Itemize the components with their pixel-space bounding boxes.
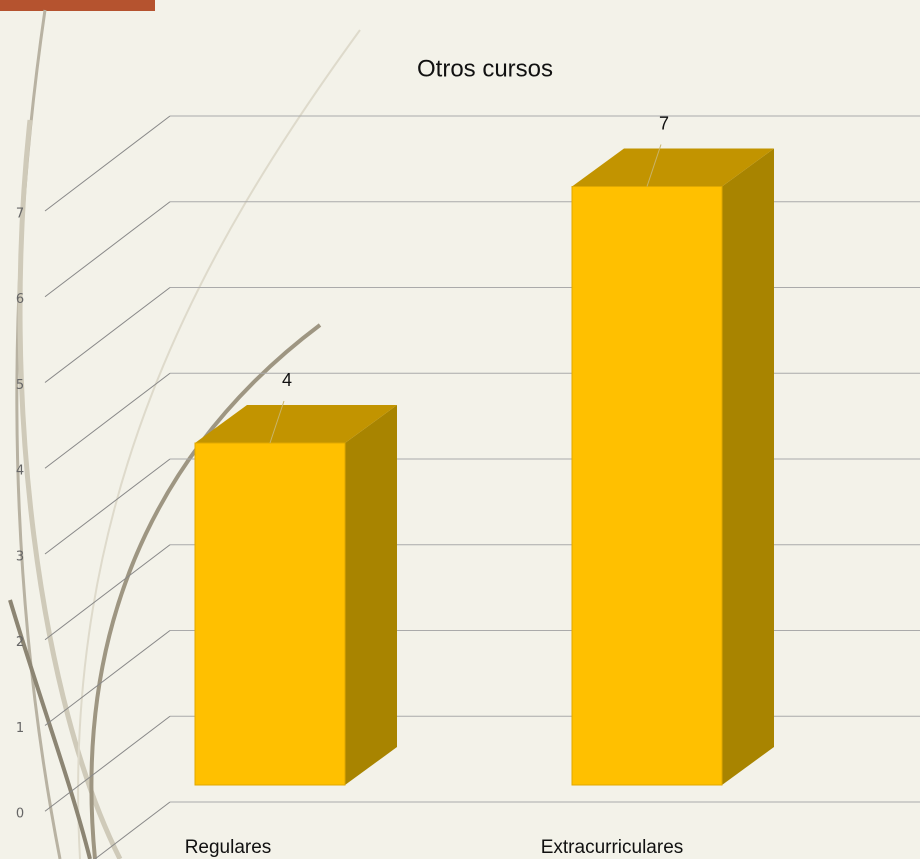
y-tick-label: 7 xyxy=(16,206,24,221)
y-tick-label: 2 xyxy=(16,635,24,650)
y-tick-label: 4 xyxy=(16,464,24,479)
label-leader xyxy=(646,144,662,187)
curve xyxy=(8,599,92,859)
grid-line xyxy=(94,801,171,859)
plot-border xyxy=(44,115,171,212)
curve xyxy=(77,29,361,859)
y-tick-label: 5 xyxy=(16,378,24,393)
y-tick-label: 3 xyxy=(16,549,24,564)
grid-line xyxy=(44,287,171,383)
grid-line xyxy=(44,715,171,812)
bar xyxy=(194,442,346,786)
label-leader xyxy=(269,400,285,444)
bar-top xyxy=(572,148,774,187)
grid-line xyxy=(44,544,171,641)
chart-title: Otros cursos xyxy=(417,55,553,82)
grid-line xyxy=(44,372,171,469)
grid-line xyxy=(44,458,171,555)
bar-side xyxy=(722,148,774,785)
data-label: 7 xyxy=(659,113,669,133)
bar-top xyxy=(195,405,397,443)
x-tick-label: Regulares xyxy=(185,837,272,858)
x-tick-label: Extracurriculares xyxy=(541,837,684,858)
header-tab xyxy=(0,0,155,11)
bar xyxy=(571,186,723,786)
grid-line xyxy=(44,201,171,298)
curve xyxy=(15,9,62,859)
y-tick-label: 6 xyxy=(16,292,24,307)
y-tick-label: 1 xyxy=(16,721,24,736)
curve xyxy=(17,119,123,859)
data-label: 4 xyxy=(282,370,292,390)
bar-side xyxy=(345,405,397,785)
grid-line xyxy=(44,630,171,726)
y-tick-label: 0 xyxy=(16,807,24,822)
